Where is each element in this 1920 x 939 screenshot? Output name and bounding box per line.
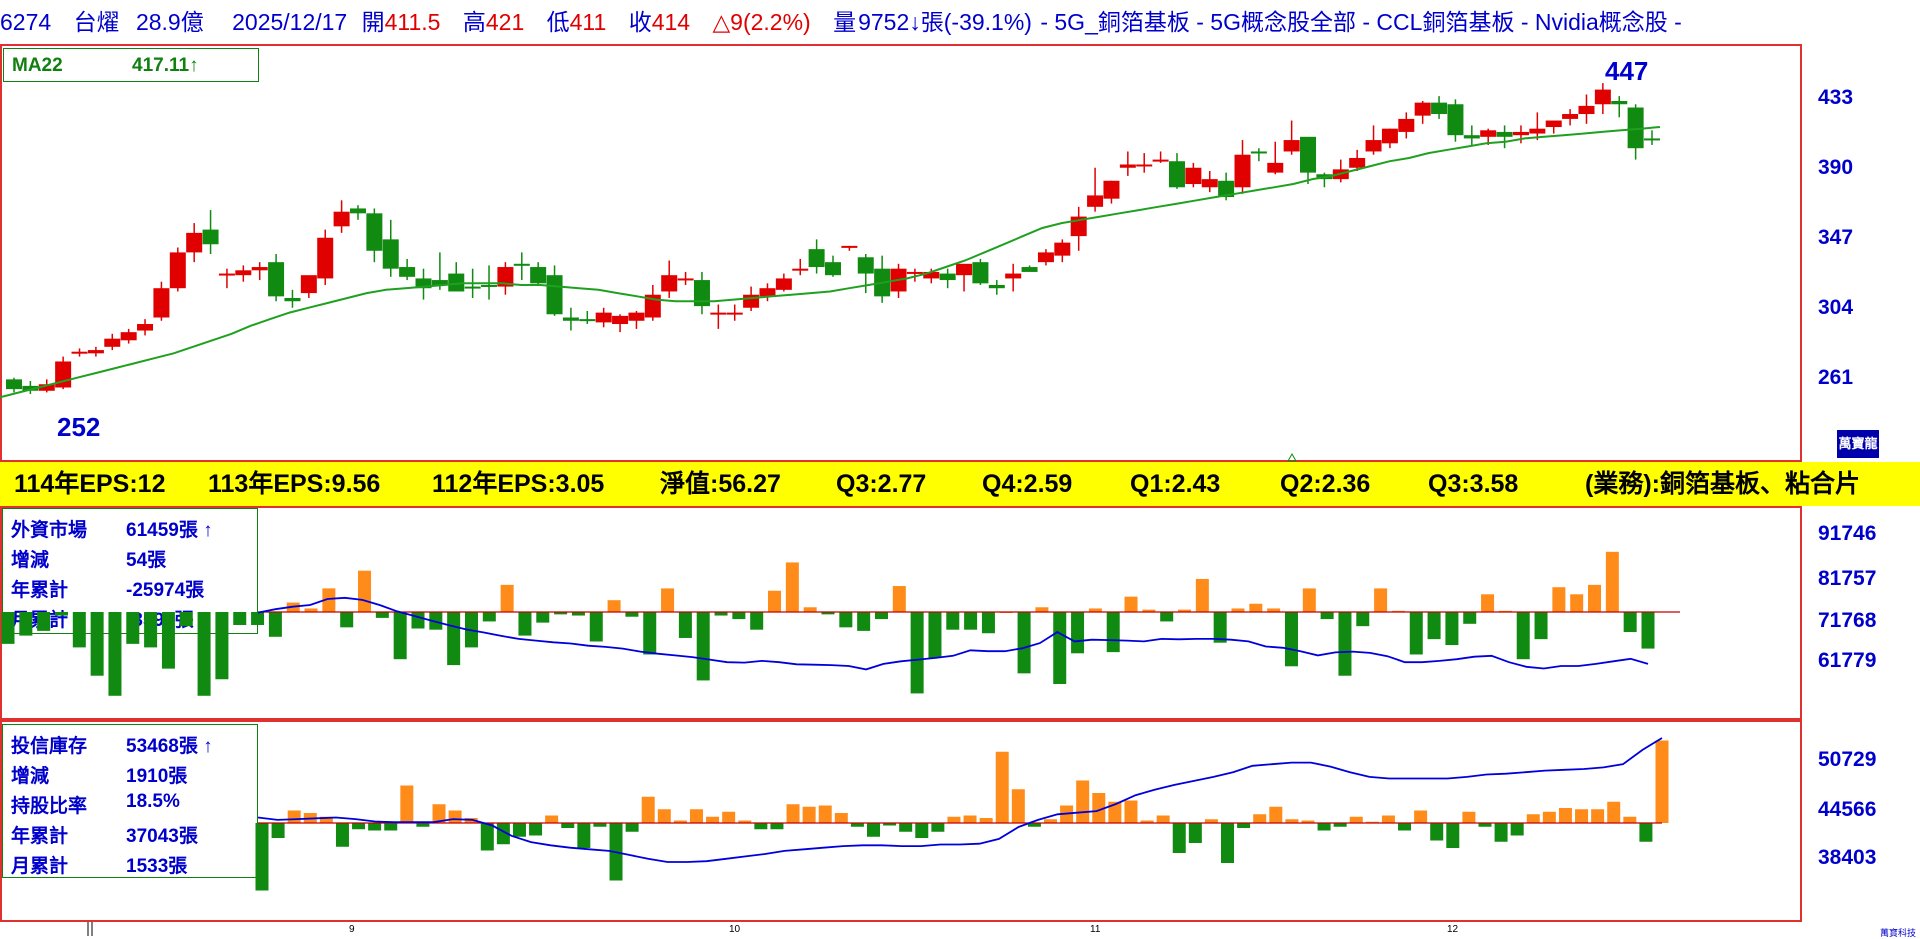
- trust-panel[interactable]: [0, 720, 1802, 922]
- trust-value: 1533張: [126, 856, 188, 877]
- foreign-tick: 71768: [1818, 609, 1877, 632]
- foreign-label: 外資市場: [11, 520, 88, 541]
- trust-info-box: 投信庫存 53468張 ↑ 增減 1910張 持股比率 18.5% 年累計 37043張…: [2, 724, 258, 878]
- price-panel[interactable]: [0, 44, 1802, 462]
- trust-axis: 50729 44566 38403: [1812, 720, 1920, 922]
- foreign-label: 增減: [11, 550, 50, 571]
- volume-label: 量: [833, 9, 857, 35]
- foreign-tick: 61779: [1818, 649, 1877, 672]
- foreign-value: 54張: [126, 550, 167, 571]
- open-label: 開: [361, 9, 385, 35]
- foreign-value: 61459張 ↑: [126, 520, 213, 541]
- stock-code: 6274: [0, 9, 52, 35]
- price-tick: 304: [1818, 296, 1854, 319]
- high-label: 高: [462, 9, 486, 35]
- eps-bar: 114年EPS:12 113年EPS:9.56 112年EPS:3.05 淨值:…: [0, 462, 1920, 506]
- volume-value: 9752↓張(-39.1%): [858, 9, 1032, 35]
- concept-tags: - 5G_銅箔基板 - 5G概念股全部 - CCL銅箔基板 - Nvidia概念…: [1033, 9, 1682, 35]
- eps-item: Q4:2.59: [982, 470, 1073, 498]
- price-axis: 433 390 347 304 261: [1812, 44, 1920, 462]
- trust-value: 37043張: [126, 826, 198, 847]
- foreign-axis: 91746 81757 71768 61779: [1812, 506, 1920, 720]
- trust-label: 增減: [11, 766, 50, 787]
- month-tick: 10: [729, 924, 741, 935]
- trust-tick: 38403: [1818, 846, 1877, 869]
- foreign-label: 年累計: [11, 580, 69, 601]
- market-cap: 28.9億: [135, 9, 204, 35]
- eps-item: 113年EPS:9.56: [208, 470, 381, 498]
- eps-item: 114年EPS:12: [14, 470, 166, 498]
- price-tick: 390: [1818, 156, 1854, 179]
- price-tick: 433: [1818, 86, 1854, 109]
- open-value: 411.5: [384, 9, 441, 35]
- price-tick: 261: [1818, 366, 1854, 389]
- foreign-value: -3591張: [126, 610, 194, 631]
- price-tick: 347: [1818, 226, 1854, 249]
- quote-date: 2025/12/17: [232, 9, 348, 35]
- eps-item: 淨值:56.27: [660, 470, 781, 498]
- low-value: 411: [569, 9, 607, 35]
- price-low-label: 252: [57, 412, 101, 442]
- high-value: 421: [485, 9, 525, 35]
- trust-value: 1910張: [126, 766, 188, 787]
- month-tick: 9: [349, 924, 355, 935]
- eps-item: 112年EPS:3.05: [432, 470, 605, 498]
- foreign-panel[interactable]: [0, 506, 1802, 720]
- ma-value: 417.11↑: [132, 55, 199, 76]
- low-label: 低: [546, 9, 570, 35]
- quote-header: 6274 台燿 28.9億 2025/12/17 開411.5 高421 低41…: [0, 0, 1920, 44]
- eps-item: (業務):銅箔基板、粘合片: [1585, 470, 1860, 498]
- trust-value: 18.5%: [126, 791, 180, 812]
- trust-value: 53468張 ↑: [126, 736, 213, 757]
- trust-tick: 50729: [1818, 748, 1877, 771]
- close-label: 收: [628, 9, 652, 35]
- eps-item: Q2:2.36: [1280, 470, 1371, 498]
- trust-label: 月累計: [11, 856, 69, 877]
- brand-logo: 萬寶龍: [1837, 430, 1879, 458]
- trust-label: 持股比率: [11, 796, 88, 817]
- footer-brand: 萬寶科技: [1880, 928, 1917, 938]
- stock-name: 台燿: [73, 9, 120, 35]
- trust-tick: 44566: [1818, 798, 1877, 821]
- month-tick: 12: [1447, 924, 1459, 935]
- eps-item: Q3:3.58: [1428, 470, 1519, 498]
- price-high-label: 447: [1605, 56, 1649, 86]
- close-value: 414: [651, 9, 691, 35]
- eps-item: Q3:2.77: [836, 470, 927, 498]
- foreign-value: -25974張: [126, 580, 205, 601]
- eps-item: Q1:2.43: [1130, 470, 1221, 498]
- ma-legend: MA22 417.11↑: [3, 48, 259, 82]
- change-value: △9(2.2%): [712, 9, 811, 35]
- foreign-tick: 91746: [1818, 522, 1877, 545]
- ma-label: MA22: [12, 55, 63, 76]
- month-tick: 11: [1090, 924, 1101, 935]
- trust-label: 投信庫存: [11, 736, 88, 757]
- foreign-label: 月累計: [11, 610, 69, 631]
- foreign-info-box: 外資市場 61459張 ↑ 增減 54張 年累計 -25974張 月累計 -3591張: [2, 508, 258, 634]
- foreign-tick: 81757: [1818, 567, 1877, 590]
- trust-label: 年累計: [11, 826, 69, 847]
